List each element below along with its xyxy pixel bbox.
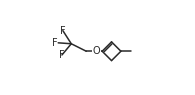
Text: F: F xyxy=(52,38,57,48)
Text: F: F xyxy=(59,50,65,60)
Text: F: F xyxy=(60,26,66,36)
Text: O: O xyxy=(93,46,100,56)
